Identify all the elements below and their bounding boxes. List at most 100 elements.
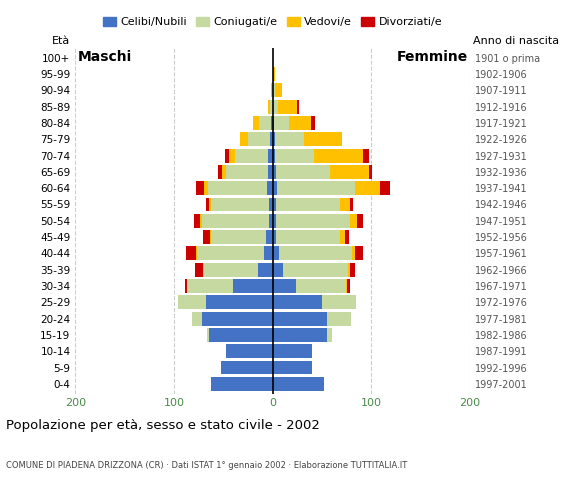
Bar: [356, 181, 380, 195]
Bar: [273, 149, 274, 163]
Bar: [187, 279, 233, 293]
Bar: [267, 181, 273, 195]
Bar: [273, 181, 277, 195]
Bar: [353, 246, 356, 260]
Bar: [197, 246, 264, 260]
Bar: [212, 377, 273, 391]
Bar: [178, 295, 205, 309]
Bar: [264, 246, 273, 260]
Bar: [206, 328, 209, 342]
Text: Anno di nascita: Anno di nascita: [473, 36, 559, 46]
Bar: [350, 198, 353, 211]
Bar: [276, 214, 350, 228]
Bar: [273, 377, 324, 391]
Bar: [208, 181, 267, 195]
Bar: [205, 198, 209, 211]
Bar: [204, 263, 258, 276]
Bar: [273, 312, 327, 325]
Bar: [186, 246, 195, 260]
Bar: [219, 165, 222, 179]
Bar: [274, 84, 282, 97]
Bar: [259, 116, 271, 130]
Bar: [369, 165, 372, 179]
Bar: [340, 198, 350, 211]
Bar: [273, 165, 275, 179]
Bar: [226, 165, 268, 179]
Bar: [192, 312, 202, 325]
Bar: [226, 344, 273, 358]
Bar: [273, 214, 275, 228]
Bar: [276, 165, 330, 179]
Bar: [340, 230, 345, 244]
Bar: [270, 100, 273, 114]
Bar: [327, 312, 351, 325]
Bar: [350, 214, 357, 228]
Bar: [209, 328, 273, 342]
Bar: [202, 312, 273, 325]
Bar: [273, 116, 274, 130]
Bar: [363, 149, 369, 163]
Bar: [327, 328, 332, 342]
Bar: [271, 116, 273, 130]
Bar: [200, 214, 202, 228]
Bar: [284, 263, 347, 276]
Bar: [205, 295, 273, 309]
Bar: [380, 181, 390, 195]
Bar: [276, 230, 340, 244]
Bar: [268, 149, 273, 163]
Bar: [289, 116, 311, 130]
Bar: [229, 149, 235, 163]
Bar: [357, 214, 363, 228]
Bar: [269, 214, 273, 228]
Bar: [211, 230, 212, 244]
Bar: [202, 230, 211, 244]
Text: Femmine: Femmine: [397, 50, 468, 64]
Bar: [233, 279, 273, 293]
Bar: [297, 100, 299, 114]
Bar: [212, 230, 266, 244]
Bar: [273, 360, 312, 374]
Bar: [347, 279, 350, 293]
Bar: [345, 230, 349, 244]
Text: Maschi: Maschi: [77, 50, 132, 64]
Bar: [195, 181, 204, 195]
Bar: [314, 149, 363, 163]
Bar: [273, 84, 274, 97]
Bar: [273, 295, 322, 309]
Bar: [212, 198, 269, 211]
Bar: [268, 100, 270, 114]
Bar: [225, 149, 229, 163]
Bar: [204, 181, 208, 195]
Bar: [268, 165, 273, 179]
Bar: [269, 198, 273, 211]
Bar: [258, 263, 273, 276]
Bar: [304, 132, 342, 146]
Bar: [270, 132, 273, 146]
Bar: [278, 246, 353, 260]
Bar: [240, 132, 248, 146]
Bar: [273, 100, 278, 114]
Bar: [266, 230, 273, 244]
Bar: [273, 230, 275, 244]
Bar: [346, 279, 347, 293]
Bar: [356, 246, 363, 260]
Bar: [202, 214, 269, 228]
Bar: [278, 100, 297, 114]
Bar: [195, 263, 202, 276]
Bar: [347, 263, 350, 276]
Bar: [202, 263, 204, 276]
Bar: [248, 132, 270, 146]
Bar: [296, 279, 346, 293]
Bar: [277, 181, 356, 195]
Bar: [274, 149, 314, 163]
Bar: [273, 344, 312, 358]
Bar: [273, 67, 274, 81]
Bar: [194, 214, 200, 228]
Bar: [311, 116, 315, 130]
Bar: [274, 132, 304, 146]
Text: COMUNE DI PIADENA DRIZZONA (CR) · Dati ISTAT 1° gennaio 2002 · Elaborazione TUTT: COMUNE DI PIADENA DRIZZONA (CR) · Dati I…: [6, 461, 407, 470]
Bar: [185, 279, 187, 293]
Bar: [273, 328, 327, 342]
Bar: [273, 263, 284, 276]
Bar: [222, 165, 226, 179]
